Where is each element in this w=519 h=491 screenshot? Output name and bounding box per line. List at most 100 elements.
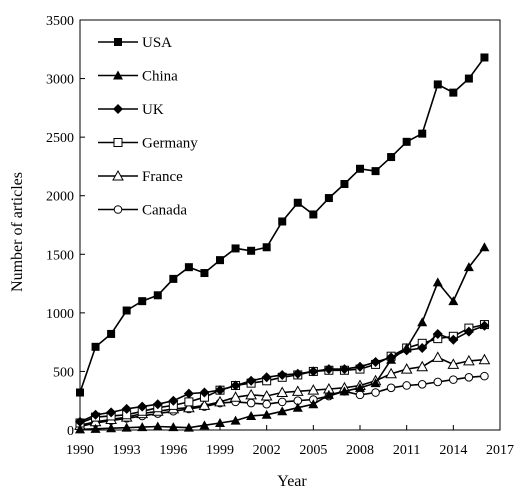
data-point-uk-1991: [90, 409, 101, 420]
data-point-france-2011: [400, 363, 413, 374]
data-point-uk-1998: [199, 387, 210, 398]
data-point-china-1997: [183, 422, 194, 432]
legend-item-china: China: [98, 69, 178, 85]
data-point-france-2005: [307, 384, 320, 395]
data-point-uk-2005: [308, 366, 319, 377]
data-point-usa-2013: [433, 80, 442, 89]
series-usa: [76, 53, 489, 397]
data-point-china-2011: [401, 343, 412, 352]
x-tick-label-1996: 1996: [159, 443, 187, 458]
data-point-france-2013: [431, 351, 444, 362]
x-tick-label-2014: 2014: [439, 443, 467, 458]
data-point-usa-1997: [184, 263, 193, 272]
data-point-canada-2008: [355, 390, 365, 400]
legend-item-uk: UK: [98, 102, 164, 118]
data-point-usa-2003: [278, 217, 287, 226]
legend-label-germany: Germany: [142, 136, 198, 152]
data-point-uk-2014: [448, 334, 459, 345]
data-point-france-1998: [198, 399, 211, 410]
data-point-france-1997: [183, 401, 195, 413]
legend-label-uk: UK: [142, 102, 164, 118]
data-point-france-2004: [291, 385, 304, 396]
data-point-china-1995: [152, 421, 163, 431]
y-tick-label-500: 500: [53, 365, 74, 380]
data-point-france-2002: [260, 389, 273, 401]
data-point-china-2006: [323, 389, 334, 399]
data-point-canada-2009: [371, 388, 380, 397]
y-tick-label-0: 0: [67, 424, 74, 439]
data-point-usa-2004: [293, 198, 302, 207]
y-tick-label-3500: 3500: [46, 14, 74, 29]
x-tick-label-1993: 1993: [113, 443, 141, 458]
y-tick-label-2000: 2000: [46, 190, 74, 205]
data-point-china-2005: [308, 399, 319, 409]
data-point-uk-2008: [355, 361, 365, 372]
legend-marker-china: [113, 70, 123, 80]
data-point-germany-1997: [184, 397, 194, 407]
data-point-china-2012: [417, 317, 428, 327]
data-point-uk-1995: [152, 399, 163, 410]
data-point-usa-2008: [356, 164, 364, 173]
y-tick-label-1000: 1000: [46, 307, 74, 322]
y-tick-label-3000: 3000: [46, 73, 74, 88]
data-point-usa-2012: [418, 129, 427, 138]
data-point-usa-2010: [387, 153, 396, 162]
data-point-usa-1994: [138, 297, 147, 306]
data-point-usa-2015: [464, 74, 473, 83]
legend-marker-canada: [113, 205, 123, 214]
data-point-china-2013: [432, 277, 443, 287]
legend-item-france: France: [98, 169, 183, 185]
data-point-usa-1993: [122, 306, 131, 315]
data-point-china-2008: [355, 382, 365, 392]
y-tick-label-1500: 1500: [46, 248, 74, 263]
x-tick-label-2002: 2002: [253, 443, 281, 458]
data-point-canada-2003: [277, 397, 287, 407]
data-point-usa-2007: [340, 180, 349, 188]
data-point-usa-2014: [449, 88, 458, 97]
legend-label-usa: USA: [142, 35, 172, 51]
data-point-france-2001: [245, 388, 257, 400]
series-france: [74, 351, 491, 430]
data-point-china-2002: [261, 409, 272, 419]
data-point-usa-1996: [169, 274, 178, 283]
data-point-uk-2015: [463, 326, 474, 337]
data-point-china-2004: [292, 402, 303, 412]
data-point-canada-2014: [449, 375, 458, 384]
data-point-usa-1999: [216, 256, 224, 265]
data-point-uk-2007: [339, 364, 350, 375]
data-point-france-2014: [447, 358, 460, 369]
data-point-china-2000: [230, 415, 241, 425]
data-point-usa-2001: [247, 246, 256, 255]
data-point-canada-2013: [433, 377, 443, 387]
data-point-usa-2006: [324, 194, 333, 203]
legend: USA China UK Germany France Canada: [98, 35, 198, 219]
legend-item-usa: USA: [98, 35, 172, 51]
data-point-usa-1991: [91, 342, 100, 351]
legend-marker-uk: [113, 104, 123, 114]
data-point-canada-2012: [417, 380, 427, 389]
data-point-france-2012: [416, 360, 429, 372]
legend-item-germany: Germany: [98, 136, 198, 152]
data-point-china-2009: [370, 378, 381, 388]
data-point-usa-2005: [309, 210, 318, 219]
series-layer: [74, 53, 491, 434]
data-point-france-2016: [478, 353, 491, 365]
data-point-china-2014: [448, 296, 459, 306]
x-tick-label-1990: 1990: [66, 443, 94, 458]
data-point-china-2001: [246, 410, 257, 420]
data-point-france-1999: [214, 395, 226, 407]
data-point-canada-2001: [246, 398, 256, 408]
data-point-france-2003: [276, 386, 289, 398]
data-point-uk-2009: [370, 357, 381, 368]
x-tick-label-2011: 2011: [393, 443, 420, 458]
data-point-usa-2009: [371, 167, 380, 176]
data-point-china-2016: [479, 242, 490, 252]
data-point-uk-2016: [479, 320, 490, 331]
data-point-uk-2002: [261, 372, 272, 383]
plot-frame: [79, 19, 501, 431]
data-point-usa-2011: [402, 137, 411, 146]
x-tick-label-2017: 2017: [486, 443, 514, 458]
data-point-france-2000: [229, 391, 242, 402]
data-point-uk-2012: [417, 343, 428, 353]
